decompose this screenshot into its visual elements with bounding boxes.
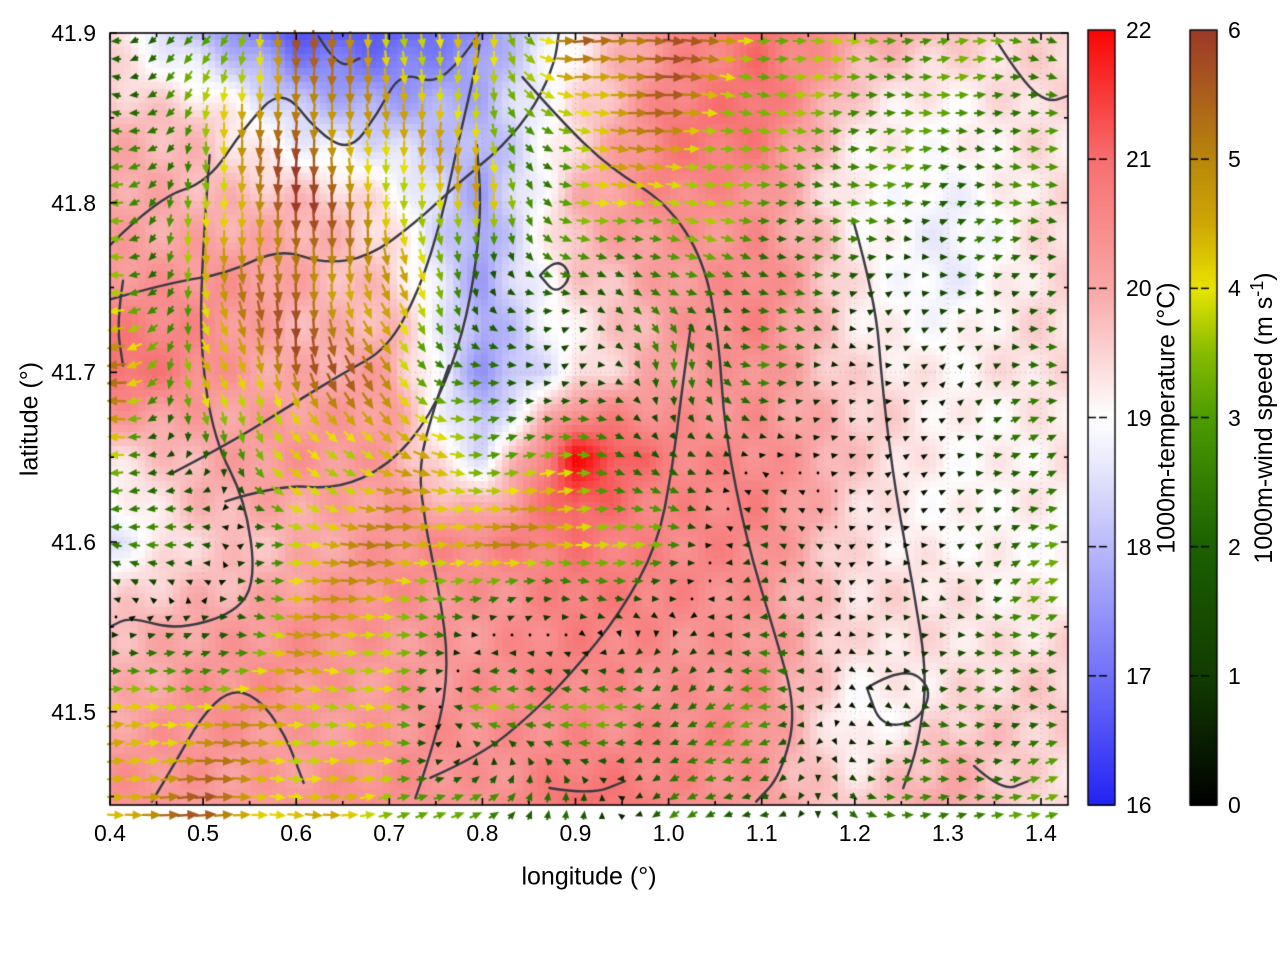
x-tick-label: 1.4 xyxy=(1025,820,1057,846)
y-tick-label: 41.9 xyxy=(51,20,96,46)
temperature-colorbar-tick-label: 16 xyxy=(1126,792,1152,818)
x-tick-label: 1.3 xyxy=(931,820,964,846)
x-tick-label: 0.9 xyxy=(559,820,592,846)
temperature-colorbar-tick-label: 20 xyxy=(1126,275,1152,302)
temperature-colorbar-tick-label: 17 xyxy=(1126,662,1152,689)
x-tick-label: 1.0 xyxy=(652,820,685,846)
temperature-colorbar-tick-label: 21 xyxy=(1126,146,1152,173)
windspeed-colorbar-tick-label: 5 xyxy=(1228,146,1241,173)
temperature-colorbar-tick-label: 18 xyxy=(1126,533,1152,560)
windspeed-colorbar-tick-label: 6 xyxy=(1228,17,1241,43)
windspeed-colorbar-tick-label: 1 xyxy=(1228,662,1241,689)
x-tick-label: 0.4 xyxy=(94,820,126,846)
x-tick-label: 1.1 xyxy=(745,820,778,846)
x-tick-label: 0.7 xyxy=(373,820,406,846)
x-tick-label: 1.2 xyxy=(838,820,871,846)
x-tick-label: 0.6 xyxy=(280,820,313,846)
windspeed-colorbar-tick-label: 2 xyxy=(1228,533,1241,560)
x-axis-title: longitude (°) xyxy=(521,862,657,891)
windspeed-colorbar-tick-label: 3 xyxy=(1228,404,1241,431)
y-tick-label: 41.5 xyxy=(51,698,96,725)
x-tick-label: 0.5 xyxy=(187,820,220,846)
y-tick-label: 41.7 xyxy=(51,359,96,386)
windspeed-colorbar-tick-label: 0 xyxy=(1228,792,1241,818)
temperature-colorbar-tick-label: 19 xyxy=(1126,404,1152,431)
y-tick-label: 41.6 xyxy=(51,529,96,555)
temperature-colorbar-tick-label: 22 xyxy=(1126,17,1152,43)
y-tick-label: 41.8 xyxy=(51,189,96,216)
x-tick-label: 0.8 xyxy=(466,820,499,846)
windspeed-colorbar-tick-label: 4 xyxy=(1228,275,1241,302)
